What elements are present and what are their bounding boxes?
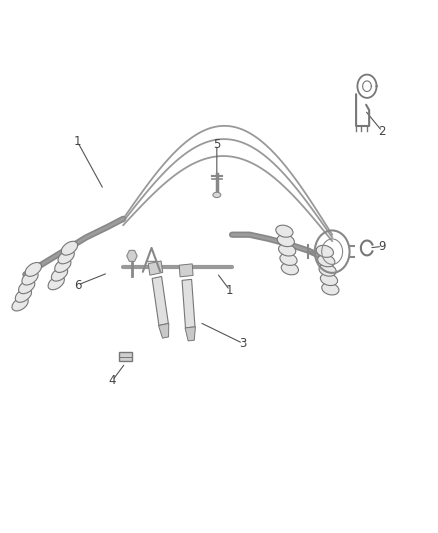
Polygon shape (159, 324, 169, 338)
Ellipse shape (18, 280, 35, 294)
Polygon shape (127, 251, 137, 261)
Ellipse shape (318, 255, 335, 267)
Text: 1: 1 (74, 135, 81, 148)
Ellipse shape (15, 288, 32, 302)
Ellipse shape (58, 250, 74, 264)
Ellipse shape (51, 267, 68, 281)
Ellipse shape (320, 273, 338, 286)
Text: 3: 3 (239, 337, 247, 350)
Ellipse shape (61, 241, 78, 255)
Ellipse shape (316, 245, 333, 257)
Ellipse shape (319, 264, 336, 276)
Ellipse shape (213, 192, 221, 198)
Ellipse shape (322, 283, 339, 295)
Polygon shape (179, 264, 193, 277)
Text: 9: 9 (378, 240, 386, 253)
Ellipse shape (277, 235, 294, 247)
Polygon shape (152, 277, 168, 326)
Ellipse shape (25, 262, 42, 277)
Ellipse shape (276, 225, 293, 237)
Ellipse shape (22, 271, 38, 285)
Polygon shape (182, 279, 195, 328)
Ellipse shape (279, 244, 296, 256)
Bar (119, 352, 131, 361)
Text: 6: 6 (74, 279, 81, 292)
Text: 1: 1 (226, 284, 233, 297)
Ellipse shape (55, 259, 71, 272)
Ellipse shape (280, 253, 297, 265)
Ellipse shape (281, 263, 298, 275)
Text: 5: 5 (213, 138, 220, 151)
Text: 2: 2 (378, 125, 386, 138)
Polygon shape (148, 261, 163, 275)
Text: 4: 4 (109, 374, 116, 387)
Ellipse shape (12, 297, 28, 311)
Polygon shape (185, 327, 195, 341)
Ellipse shape (48, 276, 64, 290)
